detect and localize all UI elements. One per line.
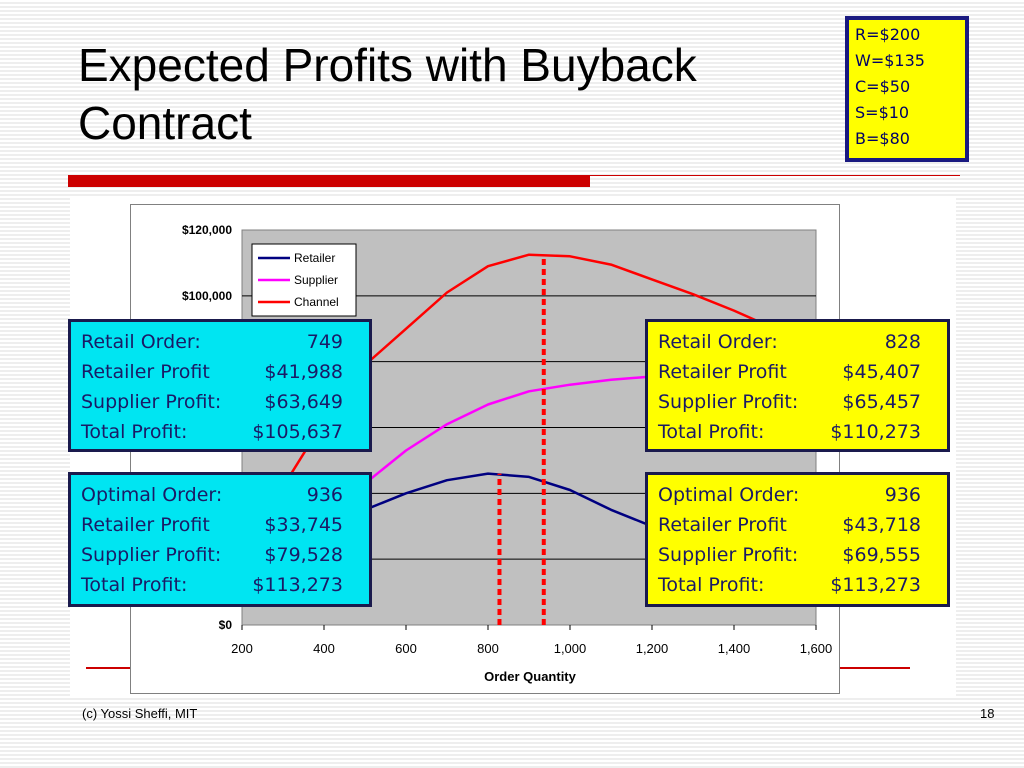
info-label: Total Profit: (658, 574, 765, 596)
param-r: R=$200 (855, 25, 921, 44)
info-label: Total Profit: (81, 421, 188, 443)
info-row: Supplier Profit: $79,528 (81, 540, 369, 570)
info-value: 749 (306, 331, 343, 353)
info-row: Retailer Profit $43,718 (658, 510, 947, 540)
info-value: $33,745 (264, 514, 343, 536)
info-value: 936 (884, 484, 921, 506)
param-b: B=$80 (855, 129, 910, 148)
info-row: Optimal Order: 936 (81, 480, 369, 510)
info-value: $65,457 (842, 391, 921, 413)
info-row: Total Profit: $113,273 (81, 570, 369, 600)
info-value: 936 (306, 484, 343, 506)
x-tick-label: 200 (231, 641, 253, 656)
series-line-supplier (364, 375, 653, 485)
info-value: $41,988 (264, 361, 343, 383)
x-tick-label: 400 (313, 641, 335, 656)
info-row: Total Profit: $105,637 (81, 417, 369, 447)
info-row: Optimal Order: 936 (658, 480, 947, 510)
y-tick-label: $0 (219, 618, 233, 632)
reference-lines (497, 254, 546, 625)
info-row: Retail Order: 828 (658, 327, 947, 357)
info-label: Optimal Order: (81, 484, 223, 506)
info-label: Optimal Order: (658, 484, 800, 506)
info-box-left-bottom: Optimal Order: 936 Retailer Profit $33,745… (68, 472, 372, 607)
info-row: Supplier Profit: $65,457 (658, 387, 947, 417)
info-row: Retailer Profit $45,407 (658, 357, 947, 387)
x-tick-label: 600 (395, 641, 417, 656)
info-value: $43,718 (842, 514, 921, 536)
y-tick-label: $100,000 (182, 289, 232, 303)
title-underline-bar (68, 175, 590, 187)
info-label: Retailer Profit (81, 361, 210, 383)
info-label: Supplier Profit: (81, 544, 222, 566)
info-row: Total Profit: $110,273 (658, 417, 947, 447)
info-value: $105,637 (252, 421, 343, 443)
info-box-right-top: Retail Order: 828 Retailer Profit $45,407 … (645, 319, 950, 452)
series-line-retailer (364, 472, 653, 528)
info-row: Retailer Profit $33,745 (81, 510, 369, 540)
legend: Retailer Supplier Channel (251, 243, 357, 317)
parameter-box: R=$200 W=$135 C=$50 S=$10 B=$80 (845, 16, 969, 162)
info-row: Supplier Profit: $69,555 (658, 540, 947, 570)
info-label: Supplier Profit: (658, 544, 799, 566)
title-underline-thin (590, 175, 960, 176)
info-value: $69,555 (842, 544, 921, 566)
bottom-rule-left (86, 667, 132, 669)
info-box-left-top: Retail Order: 749 Retailer Profit $41,988 … (68, 319, 372, 452)
info-row: Supplier Profit: $63,649 (81, 387, 369, 417)
info-label: Retail Order: (81, 331, 201, 353)
param-s: S=$10 (855, 103, 910, 122)
info-row: Retailer Profit $41,988 (81, 357, 369, 387)
x-tick-label: 1,400 (718, 641, 751, 656)
x-tick-label: 1,600 (800, 641, 833, 656)
x-tick-label: 1,000 (554, 641, 587, 656)
x-tick-labels: 200 400 600 800 1,000 1,200 1,400 1,600 (231, 625, 832, 656)
info-value: $45,407 (842, 361, 921, 383)
legend-label: Supplier (294, 273, 338, 287)
x-axis-label: Order Quantity (484, 669, 577, 684)
x-tick-label: 1,200 (636, 641, 669, 656)
info-label: Retailer Profit (81, 514, 210, 536)
info-row: Retail Order: 749 (81, 327, 369, 357)
bottom-rule-right (838, 667, 910, 669)
legend-label: Channel (294, 295, 339, 309)
info-label: Retailer Profit (658, 514, 787, 536)
footer-copyright: (c) Yossi Sheffi, MIT (82, 706, 198, 721)
info-label: Retailer Profit (658, 361, 787, 383)
info-value: $110,273 (830, 421, 921, 443)
param-w: W=$135 (855, 51, 925, 70)
info-value: $113,273 (830, 574, 921, 596)
y-tick-label: $120,000 (182, 223, 232, 237)
info-label: Total Profit: (81, 574, 188, 596)
info-label: Supplier Profit: (81, 391, 222, 413)
info-value: $79,528 (264, 544, 343, 566)
title-line-1: Expected Profits with Buyback (78, 39, 697, 91)
info-label: Total Profit: (658, 421, 765, 443)
title-line-2: Contract (78, 97, 252, 149)
slide-title: Expected Profits with Buyback Contract (78, 36, 838, 152)
info-value: 828 (884, 331, 921, 353)
info-row: Total Profit: $113,273 (658, 570, 947, 600)
param-c: C=$50 (855, 77, 911, 96)
info-label: Retail Order: (658, 331, 778, 353)
info-box-right-bottom: Optimal Order: 936 Retailer Profit $43,718… (645, 472, 950, 607)
info-label: Supplier Profit: (658, 391, 799, 413)
info-value: $113,273 (252, 574, 343, 596)
page-number: 18 (980, 706, 995, 721)
info-value: $63,649 (264, 391, 343, 413)
x-tick-label: 800 (477, 641, 499, 656)
legend-label: Retailer (294, 251, 335, 265)
